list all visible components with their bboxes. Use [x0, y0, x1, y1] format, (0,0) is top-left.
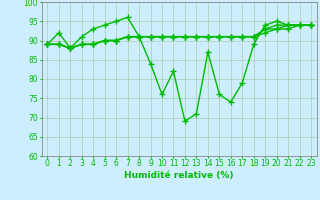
X-axis label: Humidité relative (%): Humidité relative (%) — [124, 171, 234, 180]
